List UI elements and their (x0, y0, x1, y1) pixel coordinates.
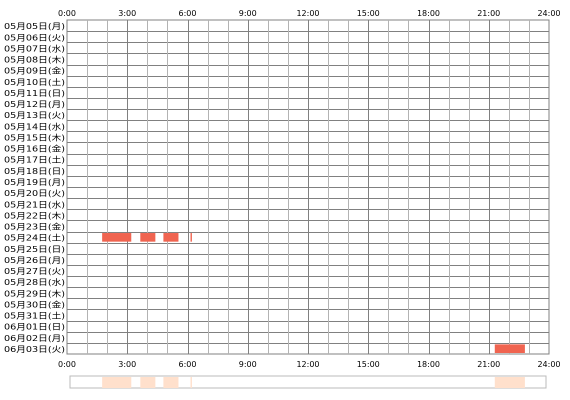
row-label: 06月03日(火) (4, 345, 65, 354)
row-label: 05月27日(火) (4, 267, 65, 276)
summary-frame (69, 375, 547, 389)
row-label: 05月16日(金) (4, 144, 65, 154)
row-label: 05月18日(日) (4, 167, 65, 176)
summary-bar (494, 377, 525, 388)
x-tick-label: 21:00 (477, 360, 500, 369)
grid-lines (66, 19, 550, 355)
row-label: 05月22日(木) (4, 210, 65, 220)
x-tick-label: 15:00 (357, 9, 380, 18)
row-label: 05月28日(水) (4, 277, 65, 287)
x-tick-label: 15:00 (357, 360, 380, 369)
x-tick-label: 18:00 (417, 360, 440, 369)
summary-bar (190, 377, 192, 388)
x-tick-label: 12:00 (296, 9, 319, 18)
x-tick-label: 21:00 (477, 9, 500, 18)
x-tick-label: 9:00 (239, 9, 257, 18)
row-label: 05月07日(水) (4, 43, 65, 53)
row-label: 05月13日(火) (4, 111, 65, 120)
x-tick-label: 3:00 (118, 9, 136, 18)
row-label: 05月24日(土) (4, 233, 65, 243)
x-tick-label: 9:00 (239, 360, 257, 369)
x-tick-label: 6:00 (179, 360, 197, 369)
summary-strip (69, 375, 547, 389)
x-tick-label: 12:00 (296, 360, 319, 369)
row-label: 05月09日(金) (4, 66, 65, 76)
row-label: 05月29日(木) (4, 288, 65, 298)
row-label: 05月25日(日) (4, 245, 65, 254)
summary-bar (102, 377, 132, 388)
x-tick-label: 18:00 (417, 9, 440, 18)
summary-bar (140, 377, 156, 388)
x-tick-label: 6:00 (179, 9, 197, 18)
row-label: 05月31日(土) (4, 311, 65, 321)
row-label: 06月01日(日) (4, 323, 65, 332)
x-tick-label: 0:00 (58, 9, 76, 18)
row-label: 05月20日(火) (4, 189, 65, 198)
row-label: 05月26日(月) (4, 256, 65, 265)
activity-bars (102, 233, 525, 353)
row-label: 05月15日(木) (4, 132, 65, 142)
row-label: 05月19日(月) (4, 178, 65, 187)
row-label: 05月08日(木) (4, 55, 65, 65)
row-label: 05月30日(金) (4, 299, 65, 309)
summary-bar (163, 377, 179, 388)
row-label: 05月17日(土) (4, 155, 65, 165)
row-labels: 05月05日(月) 05月06日(火)05月07日(水) 05月08日(木)05月0… (4, 22, 65, 354)
row-label: 05月06日(火) (4, 33, 65, 42)
x-tick-label: 0:00 (58, 360, 76, 369)
x-tick-label: 24:00 (537, 360, 560, 369)
activity-bar (140, 233, 156, 242)
row-label: 05月11日(日) (4, 89, 65, 98)
row-label: 05月21日(水) (4, 199, 65, 209)
row-label: 05月14日(水) (4, 121, 65, 131)
x-tick-label: 24:00 (537, 9, 560, 18)
x-tick-labels-top: 0:00 3:00 6:00 9:00 12:00 15:00 18:00 21:00 24:0… (58, 9, 561, 18)
activity-bar (494, 344, 525, 353)
row-label: 05月10日(土) (4, 77, 65, 87)
row-label: 05月05日(月) (4, 22, 65, 31)
activity-bar (102, 233, 132, 242)
activity-bar (190, 233, 192, 242)
activity-bar (163, 233, 179, 242)
x-tick-label: 3:00 (118, 360, 136, 369)
row-label: 05月23日(金) (4, 222, 65, 232)
row-label: 06月02日(月) (4, 334, 65, 343)
row-label: 05月12日(月) (4, 100, 65, 109)
x-tick-labels-bottom: 0:00 3:00 6:00 9:00 12:00 15:00 18:00 21:00 24:0… (58, 360, 561, 369)
